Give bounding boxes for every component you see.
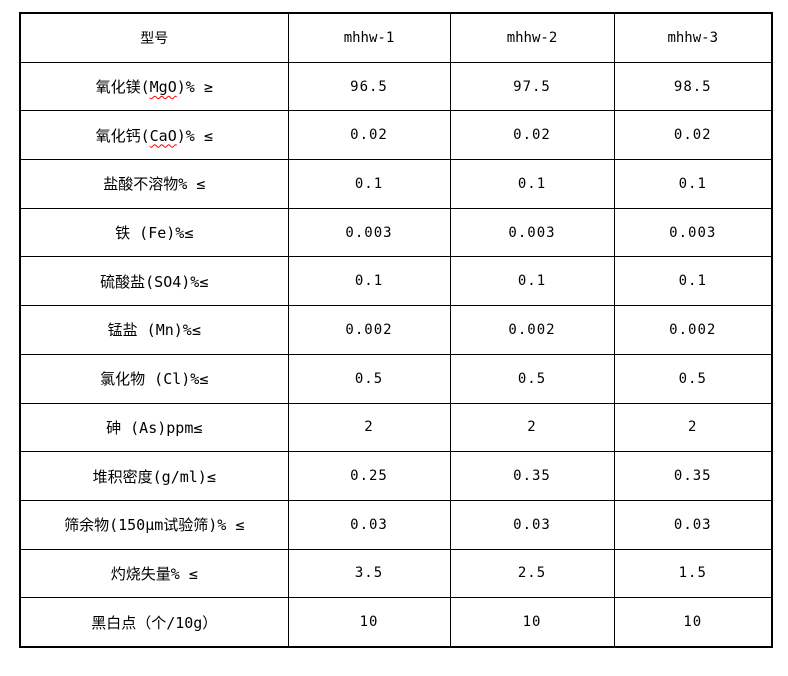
value-cell: 10 <box>613 597 773 648</box>
value-cell: 0.5 <box>287 353 451 404</box>
row-label: 堆积密度(g/ml)≤ <box>19 451 289 501</box>
value-cell: 2 <box>613 402 773 453</box>
column-header-2: mhhw-2 <box>449 12 615 63</box>
value-cell: 0.1 <box>613 256 773 307</box>
value-cell: 0.25 <box>287 451 451 501</box>
value-cell: 0.02 <box>613 110 773 161</box>
table-row: 氯化物 (Cl)%≤ 0.5 0.5 0.5 <box>19 353 773 404</box>
table-row: 砷 (As)ppm≤ 2 2 2 <box>19 402 773 453</box>
table-row: 铁 (Fe)%≤ 0.003 0.003 0.003 <box>19 207 773 258</box>
spellcheck-marked-text: MgO <box>149 78 177 97</box>
value-cell: 0.003 <box>287 207 451 258</box>
row-label: 氧化钙(CaO)% ≤ <box>19 110 289 161</box>
value-cell: 0.03 <box>449 499 615 550</box>
value-cell: 2.5 <box>449 548 615 599</box>
column-header-3: mhhw-3 <box>613 12 773 63</box>
value-cell: 0.002 <box>287 305 451 355</box>
header-row: 型号 mhhw-1 mhhw-2 mhhw-3 <box>19 12 773 63</box>
table-row: 黑白点（个/10g） 10 10 10 <box>19 597 773 648</box>
value-cell: 0.5 <box>449 353 615 404</box>
row-label: 氯化物 (Cl)%≤ <box>19 353 289 404</box>
value-cell: 2 <box>287 402 451 453</box>
column-header-1: mhhw-1 <box>287 12 451 63</box>
value-cell: 96.5 <box>287 61 451 112</box>
row-label: 盐酸不溶物% ≤ <box>19 159 289 209</box>
row-label: 锰盐 (Mn)%≤ <box>19 305 289 355</box>
value-cell: 0.03 <box>287 499 451 550</box>
value-cell: 0.1 <box>287 159 451 209</box>
spec-table-body: 氧化镁(MgO)% ≥96.5 97.5 98.5 氧化钙(CaO)% ≤0.02 0.… <box>19 61 773 648</box>
value-cell: 0.1 <box>449 159 615 209</box>
value-cell: 0.002 <box>449 305 615 355</box>
value-cell: 98.5 <box>613 61 773 112</box>
row-label: 氧化镁(MgO)% ≥ <box>19 61 289 112</box>
value-cell: 0.1 <box>449 256 615 307</box>
row-label: 硫酸盐(SO4)%≤ <box>19 256 289 307</box>
spec-table-header: 型号 mhhw-1 mhhw-2 mhhw-3 <box>19 12 773 63</box>
value-cell: 0.35 <box>613 451 773 501</box>
table-row: 盐酸不溶物% ≤0.1 0.1 0.1 <box>19 159 773 209</box>
table-row: 氧化镁(MgO)% ≥96.5 97.5 98.5 <box>19 61 773 112</box>
value-cell: 0.35 <box>449 451 615 501</box>
row-label: 灼烧失量% ≤ <box>19 548 289 599</box>
row-label: 砷 (As)ppm≤ <box>19 402 289 453</box>
value-cell: 0.5 <box>613 353 773 404</box>
value-cell: 0.002 <box>613 305 773 355</box>
value-cell: 0.003 <box>613 207 773 258</box>
spec-table: 型号 mhhw-1 mhhw-2 mhhw-3 氧化镁(MgO)% ≥96.5 97.5… <box>19 12 773 648</box>
row-label: 筛余物(150μm试验筛)% ≤ <box>19 499 289 550</box>
value-cell: 0.03 <box>613 499 773 550</box>
table-row: 灼烧失量% ≤3.5 2.5 1.5 <box>19 548 773 599</box>
value-cell: 2 <box>449 402 615 453</box>
value-cell: 10 <box>287 597 451 648</box>
value-cell: 1.5 <box>613 548 773 599</box>
value-cell: 0.003 <box>449 207 615 258</box>
value-cell: 0.1 <box>613 159 773 209</box>
spellcheck-marked-text: CaO <box>149 126 177 145</box>
column-header-0: 型号 <box>19 12 289 63</box>
table-row: 硫酸盐(SO4)%≤ 0.1 0.1 0.1 <box>19 256 773 307</box>
table-row: 筛余物(150μm试验筛)% ≤0.03 0.03 0.03 <box>19 499 773 550</box>
value-cell: 0.02 <box>449 110 615 161</box>
table-row: 锰盐 (Mn)%≤ 0.002 0.002 0.002 <box>19 305 773 355</box>
value-cell: 0.02 <box>287 110 451 161</box>
value-cell: 97.5 <box>449 61 615 112</box>
row-label: 铁 (Fe)%≤ <box>19 207 289 258</box>
table-row: 氧化钙(CaO)% ≤0.02 0.02 0.02 <box>19 110 773 161</box>
spec-table-container: 型号 mhhw-1 mhhw-2 mhhw-3 氧化镁(MgO)% ≥96.5 97.5… <box>19 12 773 648</box>
value-cell: 0.1 <box>287 256 451 307</box>
table-row: 堆积密度(g/ml)≤ 0.25 0.35 0.35 <box>19 451 773 501</box>
row-label: 黑白点（个/10g） <box>19 597 289 648</box>
value-cell: 3.5 <box>287 548 451 599</box>
value-cell: 10 <box>449 597 615 648</box>
